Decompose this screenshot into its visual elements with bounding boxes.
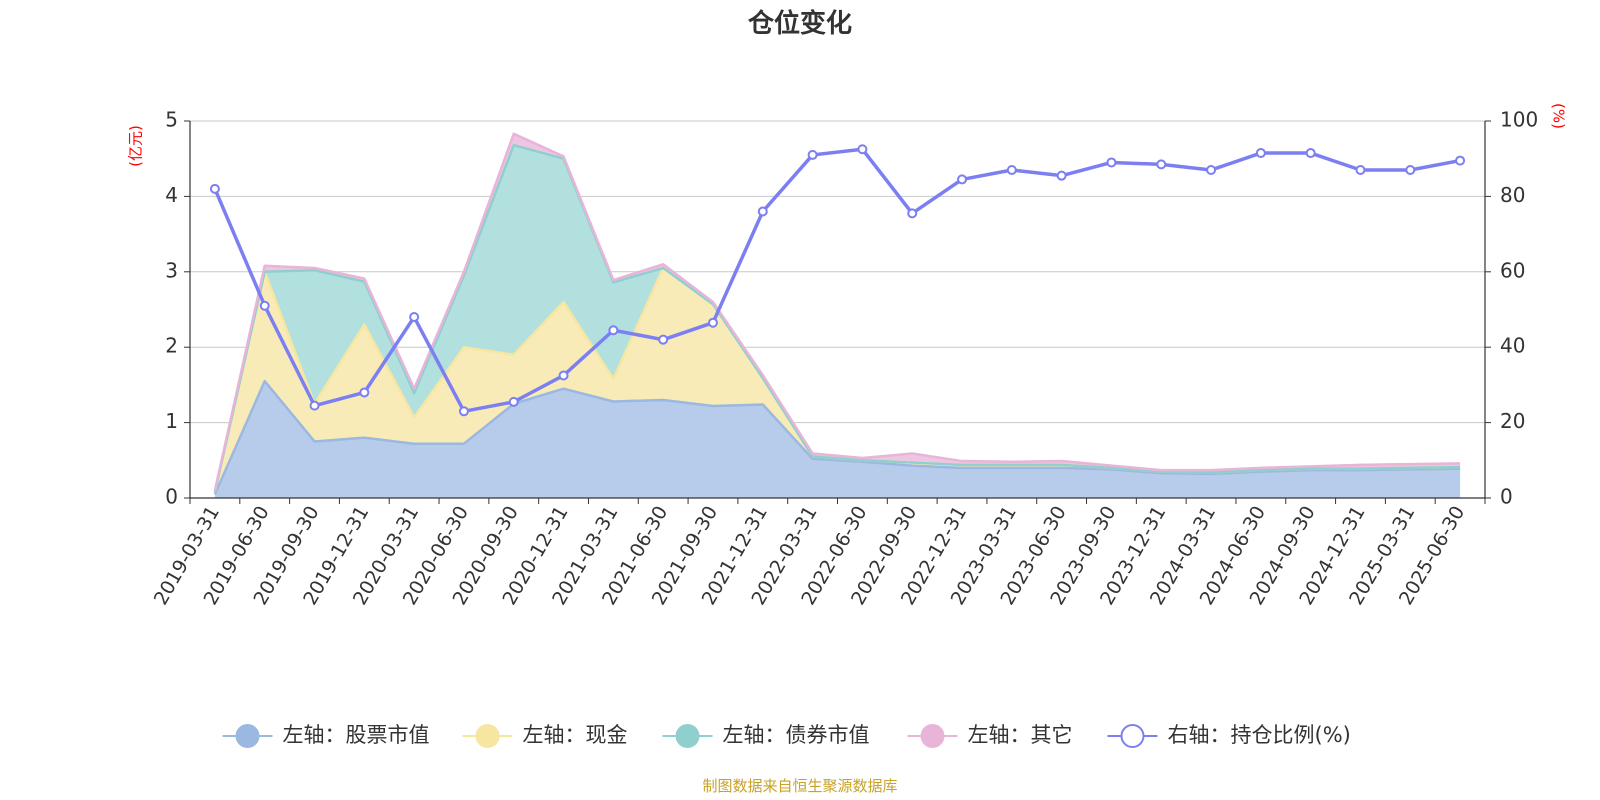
area-1 [214,268,1461,495]
legend-label: 左轴：债券市值 [723,723,870,747]
legend-label: 右轴：持仓比例(%) [1168,723,1351,747]
legend-item: 左轴：债券市值 [662,723,870,748]
left-tick-label: 3 [165,258,178,282]
stacked-areas [213,132,1461,498]
grid [190,120,1485,424]
left-tick-label: 2 [165,334,178,358]
left-tick-label: 1 [165,409,178,433]
ratio-point [1106,157,1117,168]
ratio-point [707,317,718,328]
ratio-point [907,208,918,219]
ratio-point [558,370,569,381]
legend-label: 左轴：股票市值 [283,723,430,747]
right-tick-label: 0 [1500,485,1513,509]
ratio-point [1056,170,1067,181]
ratio-point [458,406,469,417]
legend-label: 左轴：现金 [523,723,628,747]
legend-marker [475,724,500,748]
ratio-line [213,147,1461,414]
area-edge-3 [213,132,1461,491]
legend-item: 左轴：其它 [907,723,1073,748]
legend-marker [675,724,700,748]
right-tick-label: 40 [1500,334,1525,358]
ratio-point [807,149,818,160]
ratio-point [658,334,669,345]
legend-marker [235,724,260,748]
ratio-point [1156,159,1167,170]
right-tick-label: 80 [1500,183,1525,207]
area-0 [214,381,1461,498]
ratio-point [1006,165,1017,176]
ratio-point [1355,165,1366,176]
right-tick-label: 100 [1500,108,1538,132]
ratio-point [957,174,968,185]
legend-marker [920,724,945,748]
ratio-point [1405,165,1416,176]
ratio-point [359,387,370,398]
area-edge-2 [213,143,1461,493]
legend-item: 左轴：现金 [462,723,628,748]
ratio-point [508,396,519,407]
legend-item: 左轴：股票市值 [222,723,430,748]
source-note: 制图数据来自恒生聚源数据库 [702,777,897,795]
ratio-point [1255,148,1266,159]
ratio-point [1455,155,1466,166]
ratio-point [1206,165,1217,176]
legend-label: 左轴：其它 [968,723,1073,747]
left-tick-label: 5 [165,108,178,132]
right-tick-label: 60 [1500,258,1525,282]
ratio-point [757,206,768,217]
ratio-point [209,183,220,194]
left-tick-label: 0 [165,485,178,509]
ratio-line-group [209,144,1466,417]
area-edge-0 [213,379,1461,495]
ratio-point [857,144,868,155]
area-2 [214,145,1461,492]
legend-item: 右轴：持仓比例(%) [1107,723,1351,748]
left-tick-label: 4 [165,183,178,207]
ratio-point [608,325,619,336]
ratio-point [309,400,320,411]
right-axis-unit: (%) [1550,103,1568,129]
right-tick-label: 20 [1500,409,1525,433]
ratio-point [1305,148,1316,159]
ratio-point [259,300,270,311]
left-axis-unit: (亿元) [127,125,145,167]
ratio-point [409,312,420,323]
legend-marker [1120,724,1145,748]
legend: 左轴：股票市值 左轴：现金 左轴：债券市值 左轴：其它 右轴：持仓比例(%) [222,723,1351,748]
chart-title: 仓位变化 [747,8,852,39]
